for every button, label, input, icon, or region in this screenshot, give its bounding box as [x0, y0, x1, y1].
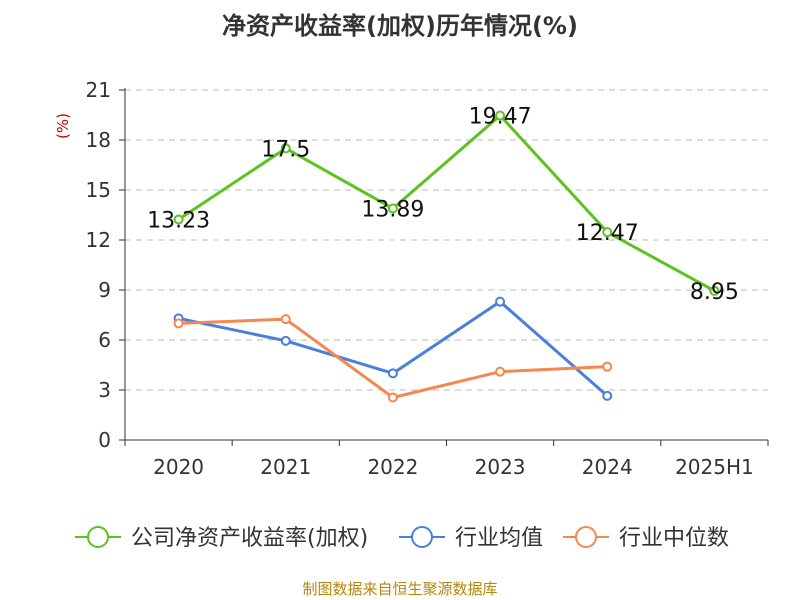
- y-tick-label: 3: [98, 378, 111, 402]
- legend-label: 行业均值: [455, 526, 543, 551]
- legend-item: 公司净资产收益率(加权): [75, 526, 368, 551]
- legend-marker: [411, 526, 433, 548]
- chart-title: 净资产收益率(加权)历年情况(%): [222, 12, 578, 40]
- data-point: [280, 143, 291, 154]
- data-label: 8.95: [690, 280, 739, 305]
- source-footer: 制图数据来自恒生聚源数据库: [302, 580, 498, 598]
- legend-item: 行业均值: [399, 526, 543, 551]
- y-tick-label: 15: [86, 178, 111, 202]
- y-tick-label: 12: [86, 228, 111, 252]
- series-line-0: [177, 114, 716, 293]
- data-label: 13.89: [361, 198, 424, 223]
- data-point: [709, 285, 720, 296]
- y-axis-unit-label: (%): [54, 113, 72, 139]
- legend-label: 行业中位数: [619, 526, 729, 551]
- data-point: [602, 390, 613, 401]
- x-tick-label: 2020: [153, 455, 204, 479]
- data-point: [602, 361, 613, 372]
- data-label: 13.23: [147, 209, 210, 234]
- y-tick-label: 9: [98, 278, 111, 302]
- x-tick-label: 2025H1: [675, 455, 754, 479]
- data-label: 12.47: [576, 221, 639, 246]
- x-tick-label: 2022: [367, 455, 418, 479]
- x-tick-label: 2023: [475, 455, 526, 479]
- legend-item: 行业中位数: [563, 526, 729, 551]
- data-point: [173, 214, 184, 225]
- data-point: [602, 227, 613, 238]
- data-label: 19.47: [469, 105, 532, 130]
- data-point: [495, 366, 506, 377]
- data-point: [387, 392, 398, 403]
- data-point: [387, 203, 398, 214]
- data-point: [495, 296, 506, 307]
- data-label: 17.5: [261, 137, 310, 162]
- y-tick-label: 18: [86, 128, 111, 152]
- x-tick-label: 2021: [260, 455, 311, 479]
- y-tick-label: 6: [98, 328, 111, 352]
- data-point: [387, 368, 398, 379]
- data-point: [280, 314, 291, 325]
- legend-marker: [87, 526, 109, 548]
- legend-marker: [575, 526, 597, 548]
- series-line-1: [178, 300, 609, 397]
- data-point: [280, 335, 291, 346]
- y-tick-label: 21: [86, 78, 111, 102]
- data-point: [495, 110, 506, 121]
- legend-label: 公司净资产收益率(加权): [131, 526, 368, 551]
- y-tick-label: 0: [98, 428, 111, 452]
- x-tick-label: 2024: [582, 455, 633, 479]
- data-point: [173, 318, 184, 329]
